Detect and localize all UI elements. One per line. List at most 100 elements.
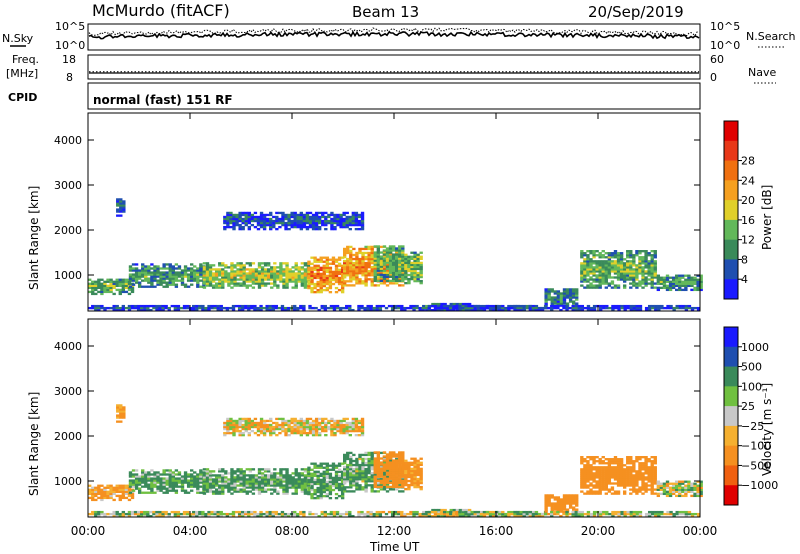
echo-cell (385, 490, 390, 493)
echo-cell (310, 290, 314, 294)
echo-cell (310, 472, 314, 475)
echo-cell (316, 264, 320, 267)
echo-cell (404, 259, 408, 263)
echo-cell (336, 213, 340, 217)
echo-cell (413, 277, 417, 281)
echo-cell (592, 460, 596, 463)
echo-cell (647, 304, 652, 308)
echo-cell (641, 286, 645, 289)
echo-cell (613, 490, 618, 493)
echo-cell (241, 308, 245, 312)
echo-cell (385, 471, 390, 474)
echo-cell (251, 274, 256, 277)
echo-cell (385, 457, 390, 460)
echo-cell (622, 286, 627, 289)
echo-cell (147, 271, 151, 274)
echo-cell (316, 464, 320, 467)
echo-cell (568, 496, 573, 499)
echo-cell (419, 273, 423, 277)
echo-cell (607, 254, 612, 257)
echo-cell (595, 262, 599, 265)
echo-cell (325, 258, 330, 261)
echo-cell (103, 286, 107, 290)
echo-cell (632, 308, 637, 312)
echo-cell (310, 276, 314, 280)
echo-cell (147, 267, 151, 270)
echo-cell (186, 275, 191, 278)
echo-cell (638, 256, 642, 259)
echo-cell (300, 262, 305, 265)
echo-cell (378, 308, 383, 312)
echo-cell (355, 457, 359, 461)
echo-cell (407, 471, 411, 475)
echo-cell (330, 217, 334, 221)
echo-cell (379, 259, 384, 263)
echo-cell (115, 288, 119, 292)
echo-cell (214, 276, 219, 279)
echo-cell (259, 215, 264, 219)
echo-cell (337, 264, 342, 267)
echo-cell (382, 282, 387, 285)
echo-cell (419, 475, 423, 479)
echo-cell (358, 453, 362, 457)
echo-cell (303, 486, 308, 489)
echo-cell (250, 425, 255, 429)
echo-cell (340, 488, 345, 492)
echo-cell (137, 483, 142, 486)
echo-cell (208, 472, 213, 475)
echo-cell (641, 480, 645, 483)
echo-cell (604, 492, 608, 495)
echo-cell (616, 478, 621, 481)
echo-cell (349, 478, 353, 481)
echo-cell (314, 217, 319, 221)
echo-cell (322, 480, 326, 484)
echo-cell (279, 486, 283, 489)
echo-cell (595, 260, 599, 263)
echo-cell (273, 484, 277, 487)
echo-cell (239, 472, 243, 475)
echo-cell (583, 478, 587, 481)
echo-cell (211, 484, 216, 487)
echo-cell (650, 282, 654, 285)
echo-cell (238, 225, 242, 229)
echo-cell (394, 306, 398, 310)
echo-cell (366, 306, 370, 310)
echo-cell (242, 270, 246, 273)
echo-cell (592, 308, 597, 312)
echo-cell (398, 253, 402, 256)
echo-cell (303, 270, 308, 273)
echo-cell (128, 285, 133, 288)
echo-cell (382, 249, 387, 252)
echo-cell (653, 256, 657, 259)
echo-cell (601, 254, 605, 257)
echo-cell (174, 473, 179, 476)
echo-cell (379, 467, 384, 470)
echo-cell (248, 468, 253, 471)
echo-cell (586, 272, 590, 275)
echo-cell (419, 265, 423, 269)
echo-cell (407, 279, 411, 283)
echo-cell (285, 492, 289, 495)
echo-cell (320, 304, 324, 308)
echo-cell (395, 473, 399, 476)
echo-cell (699, 480, 703, 483)
echo-cell (376, 482, 381, 485)
echo-cell (616, 268, 621, 271)
echo-cell (259, 427, 264, 431)
echo-cell (575, 504, 579, 507)
echo-cell (361, 257, 365, 261)
echo-cell (137, 277, 142, 280)
echo-cell (678, 490, 682, 493)
echo-cell (267, 278, 271, 281)
echo-cell (349, 274, 353, 277)
echo-cell (385, 469, 390, 473)
echo-cell (263, 274, 268, 277)
echo-cell (617, 306, 621, 310)
echo-cell (401, 249, 405, 252)
echo-cell (336, 219, 340, 223)
echo-cell (186, 475, 191, 478)
echo-cell (349, 459, 353, 463)
echo-cell (407, 463, 411, 466)
echo-cell (401, 277, 405, 281)
echo-cell (235, 419, 239, 423)
